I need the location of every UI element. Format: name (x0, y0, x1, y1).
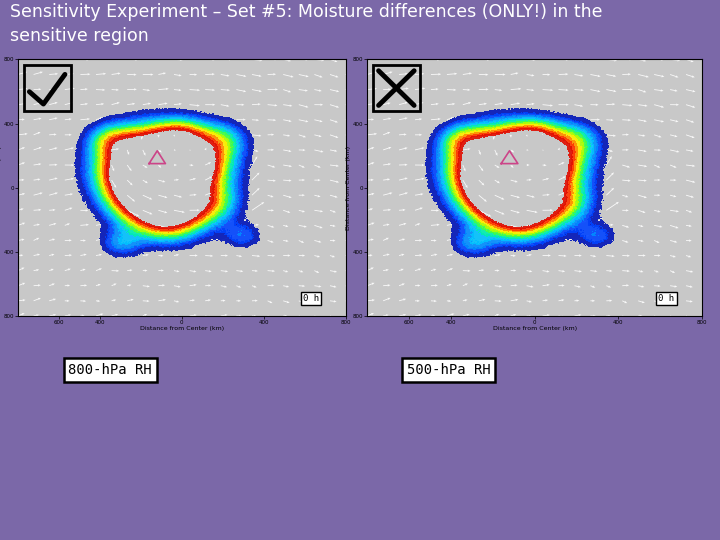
Y-axis label: Distance from Center (km): Distance from Center (km) (346, 146, 351, 230)
X-axis label: Distance from Center (km): Distance from Center (km) (140, 327, 224, 332)
Text: Sensitivity Experiment – Set #5: Moisture differences (ONLY!) in the
sensitive r: Sensitivity Experiment – Set #5: Moistur… (10, 3, 603, 45)
Text: 500-hPa RH: 500-hPa RH (407, 363, 490, 377)
Y-axis label: Distance from Center (km): Distance from Center (km) (0, 146, 2, 230)
X-axis label: Distance from Center (km): Distance from Center (km) (492, 327, 577, 332)
Text: 800-hPa RH: 800-hPa RH (68, 363, 152, 377)
Text: 0 h: 0 h (303, 294, 319, 303)
Text: 0 h: 0 h (659, 294, 675, 303)
